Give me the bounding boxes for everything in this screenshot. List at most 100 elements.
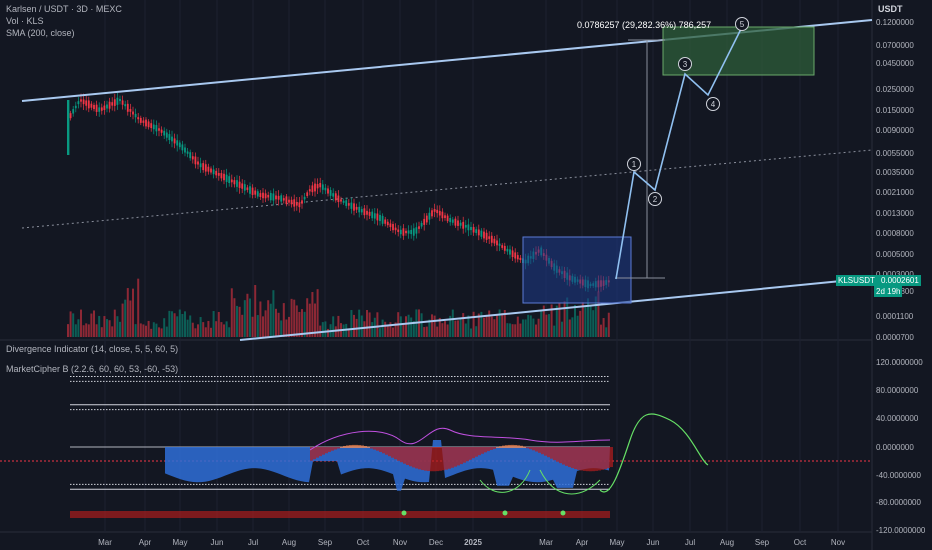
histogram-bar [517,445,520,448]
volume-bar [555,305,558,337]
volume-bar [454,320,457,337]
candle-body [379,214,381,222]
candle-body [418,226,420,229]
volume-bar [384,321,387,337]
candle-body [163,130,166,136]
candle-body [126,103,129,112]
volume-bar [87,324,90,337]
histogram-bar [436,447,439,472]
volume-bar [561,321,563,337]
histogram-bar [595,447,598,471]
candle-body [176,140,179,146]
candle-body [293,199,296,207]
gauge-bar [70,511,610,518]
candle-body [212,169,215,175]
histogram-bar [520,445,523,448]
volume-bar [423,327,426,337]
volume-bar [376,312,379,337]
volume-bar [176,316,179,337]
volume-bar [522,319,524,337]
volume-bar [290,298,293,337]
histogram-bar [484,447,487,453]
candle-body [223,173,225,181]
time-tick: Aug [282,538,296,547]
osc-tick: -80.0000000 [876,498,921,507]
candle-body [340,199,342,202]
volume-bar [371,322,374,337]
candle-body [498,243,501,246]
time-tick: Jun [211,538,224,547]
lower-trendline[interactable] [239,277,873,341]
volume-bar [363,321,366,337]
candle-body [87,100,90,109]
candle-body [241,183,244,189]
accumulation-box[interactable] [522,236,632,304]
volume-bar [405,316,407,337]
volume-bar [483,317,485,337]
histogram-bar [490,447,493,450]
volume-bar [111,326,114,337]
volume-bar [532,318,535,337]
histogram-bar [319,447,322,457]
candle-body [488,236,491,239]
volume-bar [433,315,436,337]
histogram-bar [472,447,475,459]
candle-body [277,195,280,200]
volume-bar [535,324,537,337]
wave-area [165,439,610,491]
volume-bar [215,321,218,337]
candle-body [316,184,319,189]
histogram-bar [445,447,448,470]
volume-bar [431,314,433,337]
histogram-bar [550,447,553,459]
candle-body [246,187,249,190]
volume-bar [95,324,98,337]
time-tick: Apr [139,538,152,547]
histogram-bar [340,446,343,448]
candle-body [433,209,436,212]
volume-bar [581,302,584,337]
volume-bar [358,309,361,337]
candle-body [108,101,111,109]
candle-body [509,249,511,255]
candle-body [402,228,405,236]
histogram-bar [379,447,382,452]
candle-body [184,147,186,153]
wave-circle [735,17,749,31]
candle-body [272,193,275,201]
candle-body [129,109,132,112]
candle-body [275,195,277,200]
volume-bar [173,313,176,337]
volume-bar [251,316,254,337]
candle-body [85,100,88,106]
candle-body [399,229,402,235]
candle-body [308,189,311,192]
price-tick: 0.0013000 [876,209,914,218]
candle-body [259,193,262,197]
histogram-bar [310,447,313,461]
volume-bar [334,326,337,337]
gauge-dot [560,510,566,516]
histogram-bar [385,447,388,455]
wave-labels: 1 2 3 4 5 [627,17,749,206]
histogram-bar [592,447,595,472]
volume-bar [540,309,543,337]
volume-bar [277,312,280,337]
volume-bar [189,315,192,337]
volume-bar [77,319,80,337]
volume-bar [168,310,171,337]
current-price: 0.0002601 [881,276,919,285]
candle-body [454,218,457,226]
histogram-bar [331,447,334,451]
time-tick: Sep [755,538,770,547]
candle-body [204,164,207,172]
candle-body [100,107,103,111]
candle-body [267,194,270,198]
volume-bar [139,323,142,337]
candle-body [332,193,335,197]
histogram-bar [415,447,418,469]
candle-body [285,196,288,205]
rsi-curve [309,427,611,451]
elliott-projection-path[interactable] [615,26,743,280]
volume-bar [223,324,225,337]
